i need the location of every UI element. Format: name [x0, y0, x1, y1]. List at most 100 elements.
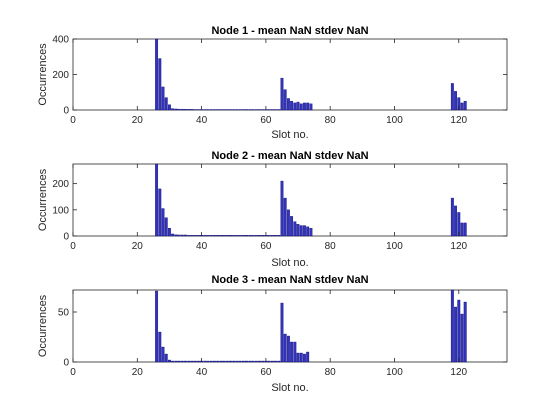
- y-tick-label: 100: [52, 205, 69, 216]
- bar-1-slot-37: [190, 109, 194, 111]
- bar-2-slot-121: [460, 222, 464, 237]
- bar-1-slot-53: [241, 109, 245, 111]
- ticks-1: 0 20 40 60 80 100 120 0 200 400: [52, 35, 507, 126]
- x-tick-label: 100: [386, 115, 403, 126]
- bar-2-slot-70: [296, 224, 300, 237]
- x-axis-label-1: Slot no.: [271, 129, 308, 141]
- bar-1-slot-58: [258, 109, 261, 111]
- bar-1-slot-73: [306, 102, 310, 111]
- bar-2-slot-44: [213, 235, 216, 237]
- bar-2-slot-65: [280, 180, 284, 237]
- chart-title-3: Node 3 - mean NaN stdev NaN: [211, 274, 368, 286]
- bar-1-slot-45: [216, 109, 220, 111]
- bar-3-slot-66: [283, 333, 287, 363]
- bar-2-slot-69: [293, 221, 297, 237]
- bar-3-slot-55: [248, 360, 252, 363]
- bar-3-slot-70: [296, 352, 300, 363]
- bar-3-slot-52: [238, 360, 242, 363]
- bar-1-slot-32: [174, 108, 178, 111]
- bar-3-slot-67: [286, 335, 290, 363]
- bar-3-slot-73: [306, 351, 310, 363]
- bar-3-slot-42: [206, 360, 210, 363]
- bar-3-slot-49: [229, 360, 232, 363]
- bar-1-slot-64: [277, 109, 281, 111]
- bar-2-slot-51: [235, 235, 239, 237]
- bar-1-slot-50: [232, 109, 236, 111]
- bar-3-slot-53: [241, 360, 245, 363]
- x-tick-label: 60: [260, 241, 272, 252]
- bar-3-slot-119: [454, 306, 457, 363]
- bar-3-slot-32: [174, 360, 178, 363]
- bar-2-slot-71: [299, 225, 303, 237]
- bar-2-slot-63: [274, 235, 277, 237]
- bar-2-slot-72: [303, 225, 306, 237]
- y-tick-label: 50: [58, 308, 70, 319]
- bar-3-slot-30: [168, 359, 171, 363]
- bar-1-slot-41: [203, 109, 207, 111]
- bar-2-slot-37: [190, 235, 194, 237]
- bar-1-slot-63: [274, 109, 277, 111]
- y-tick-label: 0: [63, 232, 69, 243]
- bar-1-slot-36: [187, 109, 191, 111]
- bar-2-slot-119: [454, 205, 457, 237]
- bar-3-slot-54: [245, 360, 249, 363]
- y-axis-label-2: Occurrences: [37, 168, 49, 231]
- bar-3-slot-46: [219, 360, 223, 363]
- x-tick-label: 80: [325, 241, 337, 252]
- bar-1-slot-44: [213, 109, 216, 111]
- axes-box-2: [72, 163, 508, 237]
- bar-3-slot-26: [155, 290, 159, 363]
- x-tick-label: 60: [260, 115, 272, 126]
- bar-3-slot-33: [177, 360, 181, 363]
- bar-3-slot-44: [213, 360, 216, 363]
- bar-2-slot-42: [206, 235, 210, 237]
- x-tick-label: 120: [450, 241, 467, 252]
- bar-3-slot-50: [232, 360, 236, 363]
- bar-1-slot-66: [283, 89, 287, 111]
- bar-1-slot-35: [184, 109, 187, 111]
- bar-2-slot-41: [203, 235, 207, 237]
- bar-3-slot-41: [203, 360, 207, 363]
- bar-3-slot-29: [164, 353, 168, 363]
- bar-2-slot-118: [450, 197, 454, 237]
- bar-3-slot-39: [196, 360, 200, 363]
- bar-3-slot-56: [251, 360, 255, 363]
- bar-3-slot-27: [158, 331, 162, 363]
- x-tick-label: 100: [386, 241, 403, 252]
- bar-2-slot-50: [232, 235, 236, 237]
- x-tick-label: 0: [70, 115, 76, 126]
- bar-1-slot-28: [161, 86, 165, 111]
- bar-1-slot-48: [225, 109, 229, 111]
- bar-2-slot-34: [180, 234, 184, 237]
- bar-2-slot-26: [155, 163, 159, 237]
- bar-2-slot-64: [277, 235, 281, 237]
- x-tick-label: 40: [196, 241, 208, 252]
- bar-2-slot-30: [168, 227, 171, 237]
- bar-3-slot-71: [299, 352, 303, 363]
- y-axis-label-3: Occurrences: [37, 294, 49, 357]
- axes-box-3: [72, 289, 508, 363]
- bar-2-slot-49: [229, 235, 232, 237]
- bar-2-slot-39: [196, 235, 200, 237]
- bar-2-slot-55: [248, 235, 252, 237]
- x-tick-label: 0: [70, 367, 76, 378]
- bar-3-slot-58: [258, 360, 261, 363]
- bar-1-slot-51: [235, 109, 239, 111]
- bar-3-slot-122: [463, 301, 467, 363]
- bar-1-slot-29: [164, 97, 168, 111]
- bar-2-slot-35: [184, 234, 187, 237]
- bar-1-slot-121: [460, 102, 464, 111]
- bar-2-slot-36: [187, 235, 191, 237]
- bar-1-slot-74: [309, 103, 313, 111]
- bar-3-slot-59: [261, 360, 265, 363]
- bar-1-slot-67: [286, 98, 290, 111]
- y-tick-label: 0: [63, 106, 69, 117]
- bar-1-slot-47: [222, 109, 226, 111]
- x-tick-label: 20: [132, 241, 144, 252]
- bar-3-slot-63: [274, 360, 277, 363]
- bar-1-slot-54: [245, 109, 249, 111]
- x-tick-label: 20: [132, 367, 144, 378]
- x-tick-label: 100: [386, 367, 403, 378]
- bar-3-slot-118: [450, 289, 454, 363]
